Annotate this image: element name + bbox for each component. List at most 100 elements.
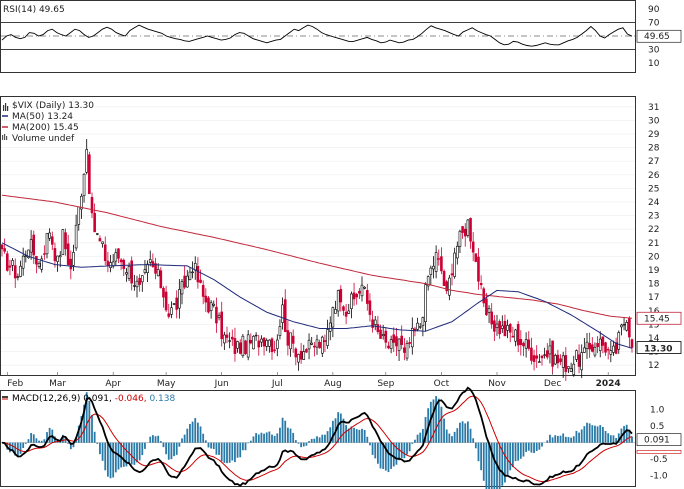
- macd-hist-bar: [517, 442, 520, 461]
- macd-y-tick: 1.0: [650, 406, 665, 416]
- candle-body: [43, 253, 46, 255]
- price-y-tick: 31: [648, 103, 659, 113]
- macd-hist-bar: [419, 432, 422, 443]
- candle-body: [236, 341, 239, 349]
- candle-body: [119, 259, 123, 263]
- candle-body: [88, 154, 91, 195]
- candle-body: [453, 252, 456, 277]
- macd-hist-bar: [411, 442, 414, 444]
- candle-body: [143, 269, 147, 273]
- candle-body: [212, 303, 216, 306]
- price-y-tick: 26: [648, 171, 660, 181]
- x-axis-ticks: Feb Mar Apr May Jun Jul Aug Sep Oct Nov Dec 2024: [6, 372, 621, 389]
- macd-hist-bar: [472, 438, 475, 443]
- macd-hist-bar: [88, 401, 91, 443]
- macd-hist-bar: [85, 392, 88, 443]
- candle-body: [545, 350, 549, 358]
- candle-body: [58, 255, 62, 258]
- candle-body: [498, 321, 501, 335]
- macd-hist-bar: [38, 440, 40, 443]
- macd-hist-bar: [485, 442, 488, 489]
- candle-body: [230, 336, 234, 340]
- macd-hist-bar: [215, 442, 218, 455]
- candle-body: [185, 275, 189, 288]
- candle-body: [426, 276, 430, 287]
- macd-hist-bar: [191, 421, 194, 443]
- candle-body: [154, 263, 157, 274]
- candle-body: [133, 285, 136, 287]
- candle-body: [445, 281, 449, 292]
- candle-body: [326, 329, 329, 346]
- macd-hist-bar: [30, 433, 33, 443]
- macd-hist-bar: [353, 427, 355, 443]
- macd-hist-bar: [318, 437, 321, 443]
- candle-body: [146, 263, 149, 273]
- candle-body: [220, 311, 224, 340]
- candle-body: [527, 339, 531, 349]
- candle-body: [64, 232, 67, 250]
- macd-hist-bar: [504, 442, 506, 483]
- macd-hist-bar: [400, 442, 403, 459]
- macd-hist-bar: [99, 442, 101, 455]
- macd-hist-bar: [165, 442, 168, 455]
- macd-hist-bar: [24, 442, 27, 444]
- candle-body: [328, 322, 332, 332]
- x-tick-label: Jun: [214, 379, 229, 389]
- candle-body: [122, 259, 126, 269]
- macd-line: [1, 386, 633, 487]
- macd-hist-bar: [538, 442, 541, 450]
- candle-body: [305, 349, 308, 353]
- candle-body: [448, 277, 451, 296]
- x-tick-label: May: [157, 379, 176, 389]
- candle-body: [384, 330, 388, 343]
- candle-body: [215, 306, 218, 324]
- rsi-panel: RSI(14) 49.65 907050301049.65: [0, 0, 682, 73]
- chart-bars-icon: [3, 103, 9, 111]
- candle-body: [289, 332, 292, 350]
- candle-body: [286, 330, 290, 346]
- macd-hist-bar: [363, 429, 366, 443]
- macd-legend-icon: [2, 396, 8, 400]
- candle-body: [331, 307, 335, 328]
- candle-body: [471, 241, 475, 253]
- candle-body: [360, 284, 364, 297]
- macd-hist-bar: [130, 442, 133, 465]
- macd-hist-bar: [189, 424, 191, 443]
- macd-hist-bar: [101, 442, 104, 461]
- candle-body: [590, 344, 594, 352]
- candle-body: [188, 271, 192, 281]
- candle-body: [522, 342, 525, 347]
- candle-body: [8, 265, 12, 268]
- macd-hist-bar: [22, 442, 25, 449]
- candle-body: [138, 277, 141, 285]
- macd-marks: [1, 386, 635, 489]
- macd-hist-bar: [607, 433, 610, 443]
- candle-body: [403, 347, 406, 353]
- candle-body: [127, 266, 131, 279]
- macd-hist-bar: [459, 422, 461, 443]
- rsi-y-tick: 70: [648, 18, 660, 28]
- macd-hist-bar: [183, 434, 186, 443]
- macd-hist-bar: [392, 442, 395, 467]
- candle-body: [392, 334, 396, 343]
- macd-hist-bar: [347, 428, 350, 443]
- candle-body: [93, 212, 96, 233]
- macd-hist-bar: [276, 433, 279, 443]
- candle-body: [281, 304, 284, 323]
- macd-hist-bar: [83, 404, 85, 443]
- candle-body: [167, 313, 171, 317]
- macd-hist-bar: [154, 436, 157, 443]
- candle-body: [514, 329, 517, 342]
- candle-body: [569, 368, 573, 372]
- macd-hist-bar: [358, 429, 361, 443]
- macd-hist-bar: [488, 442, 490, 489]
- candle-body: [283, 299, 287, 332]
- macd-hist-bar: [448, 433, 451, 443]
- candle-body: [519, 339, 523, 345]
- macd-hist-bar: [109, 442, 112, 479]
- macd-hist-bar: [218, 442, 220, 455]
- candle-body: [3, 248, 6, 252]
- macd-y-tick: -0.5: [650, 455, 668, 465]
- candle-body: [556, 354, 560, 364]
